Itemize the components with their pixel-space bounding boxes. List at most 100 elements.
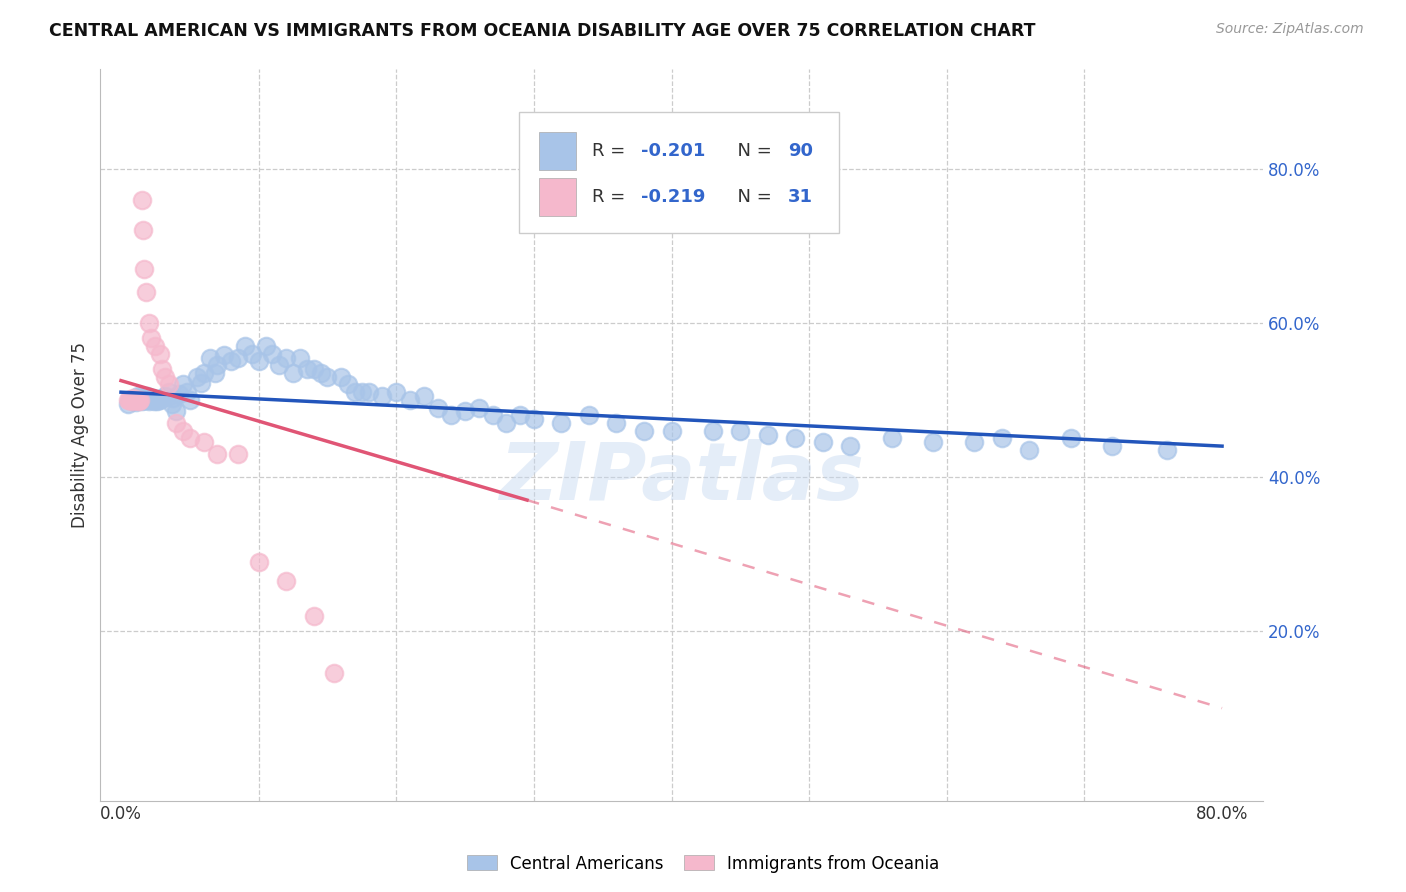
Point <box>661 424 683 438</box>
Text: ZIPatlas: ZIPatlas <box>499 440 865 517</box>
Point <box>172 377 194 392</box>
Point <box>1101 439 1123 453</box>
Point <box>269 358 291 372</box>
Point <box>309 366 332 380</box>
Point <box>129 392 152 407</box>
Point <box>157 385 180 400</box>
Point <box>350 385 373 400</box>
Bar <box>538 178 576 216</box>
Point <box>146 394 169 409</box>
Point <box>150 392 173 406</box>
Point <box>122 394 145 409</box>
Point <box>509 409 531 423</box>
Point <box>121 394 143 409</box>
Text: -0.201: -0.201 <box>641 142 706 161</box>
Point <box>132 392 155 407</box>
Point <box>330 369 353 384</box>
Point <box>160 397 183 411</box>
Point <box>124 392 146 407</box>
Point <box>495 416 517 430</box>
Point <box>148 346 170 360</box>
Point <box>316 369 339 384</box>
Point <box>219 354 242 368</box>
FancyBboxPatch shape <box>519 112 839 233</box>
Point <box>142 391 165 405</box>
Point <box>153 369 176 384</box>
Point <box>262 346 284 360</box>
Point <box>134 261 156 276</box>
Point <box>412 389 434 403</box>
Point <box>138 316 160 330</box>
Point <box>128 392 150 407</box>
Text: N =: N = <box>725 187 778 206</box>
Point <box>172 424 194 438</box>
Text: -0.219: -0.219 <box>641 187 706 206</box>
Point <box>190 376 212 390</box>
Point <box>179 392 201 407</box>
Point <box>186 369 208 384</box>
Point <box>127 389 149 403</box>
Bar <box>538 132 576 170</box>
Point <box>880 432 903 446</box>
Point <box>276 351 298 365</box>
Point <box>193 435 215 450</box>
Point <box>1018 442 1040 457</box>
Point <box>212 348 235 362</box>
Text: N =: N = <box>725 142 778 161</box>
Point <box>578 409 600 423</box>
Text: R =: R = <box>592 187 631 206</box>
Point <box>240 346 263 360</box>
Point <box>963 435 986 450</box>
Point <box>454 404 477 418</box>
Point <box>136 389 159 403</box>
Point <box>385 385 408 400</box>
Point <box>991 432 1014 446</box>
Point <box>179 432 201 446</box>
Text: R =: R = <box>592 142 631 161</box>
Point <box>440 409 463 423</box>
Point <box>226 447 249 461</box>
Point <box>141 392 163 406</box>
Point <box>135 285 157 299</box>
Point <box>132 223 155 237</box>
Text: 31: 31 <box>787 187 813 206</box>
Point <box>148 392 170 407</box>
Point <box>302 362 325 376</box>
Point <box>141 331 163 345</box>
Point <box>811 435 834 450</box>
Point <box>146 392 169 407</box>
Point <box>468 401 491 415</box>
Point <box>124 392 146 406</box>
Point <box>129 391 152 405</box>
Point <box>323 666 346 681</box>
Point <box>756 427 779 442</box>
Text: Source: ZipAtlas.com: Source: ZipAtlas.com <box>1216 22 1364 37</box>
Point <box>523 412 546 426</box>
Point <box>702 424 724 438</box>
Point <box>167 386 190 401</box>
Point <box>426 401 449 415</box>
Point <box>207 358 229 372</box>
Point <box>343 385 366 400</box>
Point <box>281 366 304 380</box>
Point <box>135 392 157 407</box>
Point <box>785 432 807 446</box>
Point <box>131 193 153 207</box>
Point <box>1156 442 1178 457</box>
Point <box>117 397 139 411</box>
Point <box>605 416 627 430</box>
Point <box>127 392 149 407</box>
Point <box>157 377 180 392</box>
Point <box>633 424 655 438</box>
Point <box>730 424 752 438</box>
Point <box>839 439 862 453</box>
Point <box>371 389 394 403</box>
Text: 90: 90 <box>787 142 813 161</box>
Point <box>1059 432 1081 446</box>
Point <box>117 392 139 407</box>
Point <box>120 392 142 407</box>
Point <box>200 351 222 365</box>
Point <box>150 362 173 376</box>
Point <box>302 608 325 623</box>
Point <box>128 394 150 409</box>
